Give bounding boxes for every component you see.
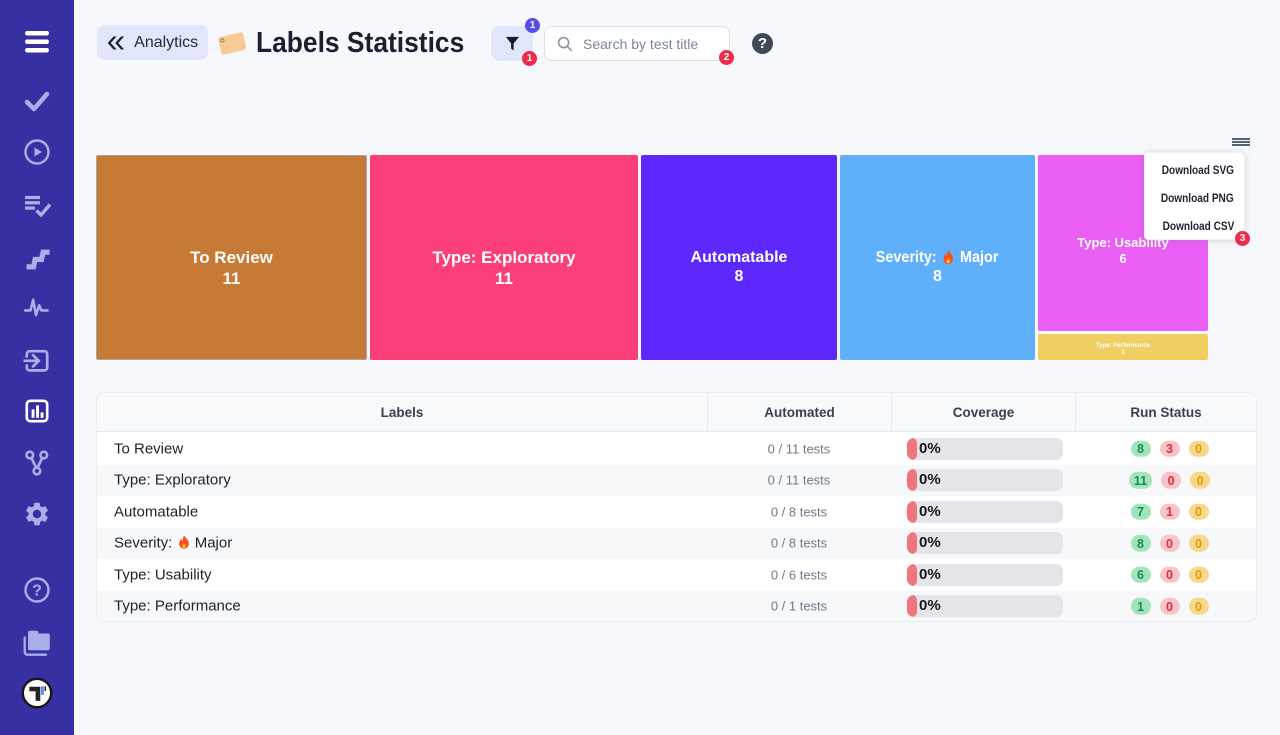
svg-text:?: ? [32,583,42,600]
